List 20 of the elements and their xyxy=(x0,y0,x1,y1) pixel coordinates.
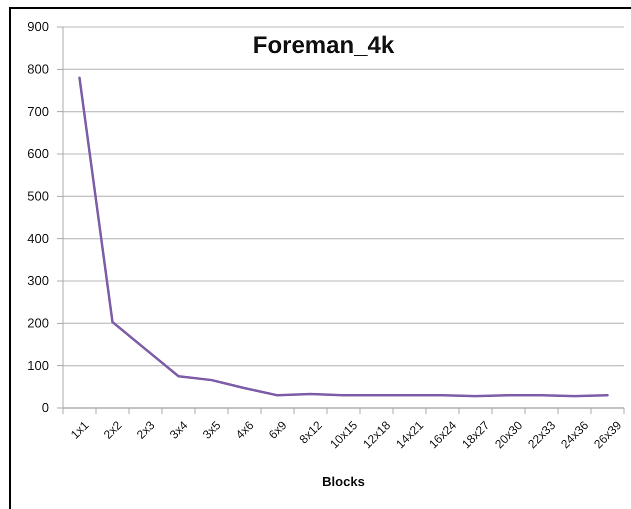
chart-title: Foreman_4k xyxy=(252,32,395,59)
y-tick-label: 100 xyxy=(27,358,49,373)
x-tick-label: 1x1 xyxy=(68,418,92,442)
x-tick-label: 3x5 xyxy=(200,418,224,442)
y-tick-label: 700 xyxy=(27,104,49,119)
x-tick-label: 2x3 xyxy=(134,418,158,442)
y-tick-label: 400 xyxy=(27,230,49,246)
x-tick-label: 4x6 xyxy=(232,418,257,442)
y-tick-label: 300 xyxy=(27,273,49,288)
y-tick-label: 0 xyxy=(42,400,49,416)
line-series xyxy=(78,76,609,398)
y-tick-label: 200 xyxy=(27,315,49,330)
y-tick-label: 900 xyxy=(27,19,49,34)
x-tick-label: 2x2 xyxy=(100,418,125,442)
x-axis-title: Blocks xyxy=(322,474,365,489)
y-tick-label: 500 xyxy=(27,188,49,204)
x-tick-label: 6x9 xyxy=(266,418,290,442)
y-tick-label: 600 xyxy=(27,146,49,162)
x-tick-label: 3x4 xyxy=(166,418,191,442)
y-tick-label: 800 xyxy=(27,61,49,76)
